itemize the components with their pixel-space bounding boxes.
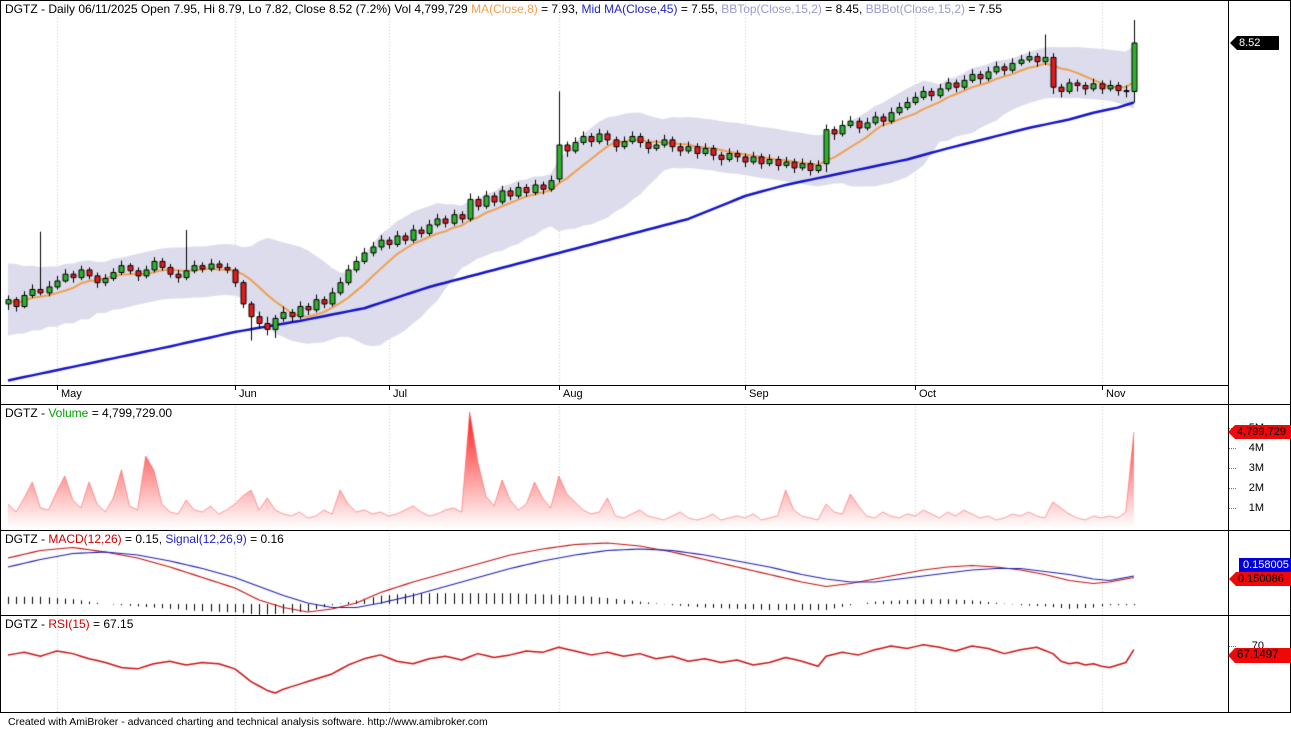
- rsi-pane-title: DGTZ - RSI(15) = 67.15: [5, 617, 133, 631]
- axis-label: 1M: [1248, 502, 1264, 514]
- axis-label: 3M: [1248, 462, 1264, 474]
- price-pane-bottom-border: [0, 404, 1291, 405]
- bbbot-value: = 7.55: [965, 2, 1003, 16]
- volume-chart-canvas[interactable]: [0, 404, 1228, 530]
- bbtop-value: = 8.45,: [821, 2, 866, 16]
- volume-pane-title: DGTZ - Volume = 4,799,729.00: [5, 406, 172, 420]
- price-pane-title: DGTZ - Daily 06/11/2025 Open 7.95, Hi 8.…: [5, 2, 1002, 16]
- macd-pane-bottom-border: [0, 615, 1291, 616]
- macd-value-tag: 0.150086: [1229, 572, 1291, 586]
- axis-label: 4M: [1248, 442, 1264, 454]
- signal-value-tag: 0.158005: [1239, 558, 1291, 572]
- volume-title-prefix: DGTZ -: [5, 406, 49, 420]
- last-price-tag: 8.52: [1230, 36, 1279, 50]
- amibroker-credit-text: Created with AmiBroker - advanced charti…: [8, 716, 488, 728]
- month-tick: [915, 386, 916, 390]
- axis-label: 2M: [1248, 482, 1264, 494]
- pane-border-left: [0, 0, 1, 712]
- macd-value: = 0.15,: [121, 532, 166, 546]
- volume-label: Volume: [48, 406, 89, 420]
- month-label: Oct: [919, 388, 937, 400]
- month-tick: [559, 386, 560, 390]
- date-axis-divider: [0, 385, 1228, 386]
- price-chart-canvas[interactable]: [0, 0, 1228, 386]
- rsi-value: = 67.15: [89, 617, 134, 631]
- month-tick: [1102, 386, 1103, 390]
- ma-slow-value: = 7.55,: [677, 2, 722, 16]
- rsi-pane-bottom-border: [0, 712, 1291, 713]
- macd-label: MACD(12,26): [48, 532, 122, 546]
- axis-tick: [1228, 468, 1236, 469]
- ma-fast-value: = 7.93,: [537, 2, 582, 16]
- ma-fast-label: MA(Close,8): [471, 2, 538, 16]
- month-label: Nov: [1106, 388, 1126, 400]
- price-title-main: DGTZ - Daily 06/11/2025 Open 7.95, Hi 8.…: [5, 2, 472, 16]
- axis-tick: [1228, 488, 1236, 489]
- axis-divider: [1228, 0, 1229, 712]
- volume-value-tag: 4,799,729: [1228, 425, 1291, 439]
- month-label: Jun: [239, 388, 257, 400]
- macd-title-prefix: DGTZ -: [5, 532, 49, 546]
- volume-value: = 4,799,729.00: [88, 406, 173, 420]
- signal-value: = 0.16: [246, 532, 284, 546]
- month-label: May: [61, 388, 82, 400]
- month-tick: [235, 386, 236, 390]
- month-label: Jul: [393, 388, 408, 400]
- macd-pane-title: DGTZ - MACD(12,26) = 0.15, Signal(12,26,…: [5, 532, 284, 546]
- signal-label: Signal(12,26,9): [165, 532, 247, 546]
- rsi-chart-canvas[interactable]: [0, 615, 1228, 712]
- month-label: Sep: [749, 388, 769, 400]
- bbtop-label: BBTop(Close,15,2): [721, 2, 822, 16]
- month-tick: [389, 386, 390, 390]
- axis-tick: [1228, 448, 1236, 449]
- bbbot-label: BBBot(Close,15,2): [865, 2, 965, 16]
- axis-tick: [1228, 646, 1236, 647]
- macd-chart-canvas[interactable]: [0, 530, 1228, 615]
- pane-border-top: [0, 0, 1291, 1]
- month-tick: [745, 386, 746, 390]
- axis-tick: [1228, 508, 1236, 509]
- volume-pane-bottom-border: [0, 530, 1291, 531]
- rsi-value-tag: 67.1497: [1228, 648, 1291, 663]
- rsi-label: RSI(15): [48, 617, 90, 631]
- ma-slow-label: Mid MA(Close,45): [581, 2, 678, 16]
- month-label: Aug: [563, 388, 583, 400]
- month-tick: [57, 386, 58, 390]
- rsi-title-prefix: DGTZ -: [5, 617, 49, 631]
